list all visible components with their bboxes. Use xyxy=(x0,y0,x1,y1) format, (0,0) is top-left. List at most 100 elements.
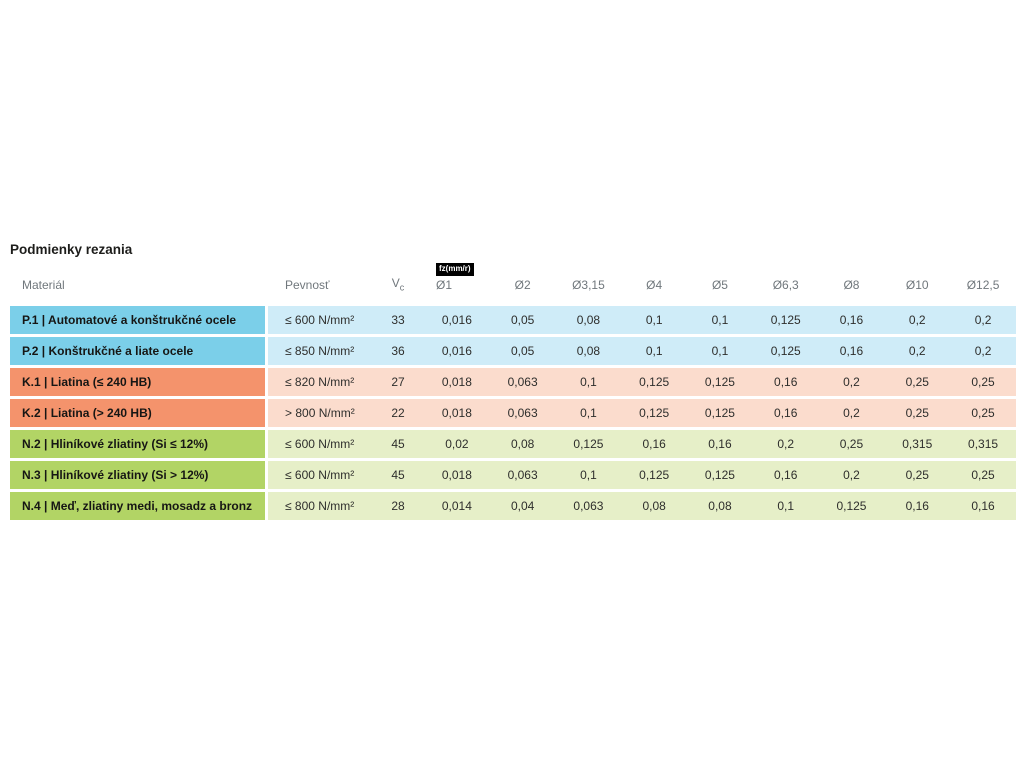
diameter-label: Ø1 xyxy=(436,278,453,292)
feed-cell: 0,063 xyxy=(555,492,622,520)
column-header-diameter-8: Ø10 xyxy=(905,278,929,292)
feed-cell: 0,05 xyxy=(489,337,556,365)
feed-cell: 0,125 xyxy=(687,368,753,396)
vc-subscript: c xyxy=(399,282,405,292)
feed-cell: 0,25 xyxy=(950,399,1016,427)
column-header-diameter-9: Ø12,5 xyxy=(966,278,1000,292)
feed-cell: 0,08 xyxy=(489,430,556,458)
feed-cell: 0,315 xyxy=(884,430,951,458)
feed-cell: 0,125 xyxy=(621,399,688,427)
feed-cell: 0,2 xyxy=(950,337,1016,365)
column-header-diameter-7: Ø8 xyxy=(843,278,860,292)
feed-cell: 0,1 xyxy=(687,337,753,365)
feed-cell: 0,2 xyxy=(752,430,819,458)
strength-cell: ≤ 600 N/mm² xyxy=(268,430,372,458)
feed-cell: 0,014 xyxy=(424,492,490,520)
feed-cell: 0,16 xyxy=(752,461,819,489)
table-row: N.3 | Hliníkové zliatiny (Si > 12%) ≤ 60… xyxy=(10,461,1016,489)
column-header-diameter-6: Ø6,3 xyxy=(772,278,799,292)
table-row: N.4 | Meď, zliatiny medi, mosadz a bronz… xyxy=(10,492,1016,520)
strength-cell: ≤ 600 N/mm² xyxy=(268,461,372,489)
strength-cell: ≤ 800 N/mm² xyxy=(268,492,372,520)
feed-cell: 0,125 xyxy=(687,399,753,427)
feed-cell: 0,1 xyxy=(555,461,622,489)
feed-cell: 0,16 xyxy=(687,430,753,458)
vc-cell: 22 xyxy=(372,399,424,427)
feed-cell: 0,1 xyxy=(621,306,688,334)
feed-cell: 0,063 xyxy=(489,399,556,427)
vc-cell: 28 xyxy=(372,492,424,520)
vc-cell: 36 xyxy=(372,337,424,365)
cutting-conditions-table: Materiál Pevnosť Vc fz(mm/r) Ø1 Ø2 Ø3,15… xyxy=(10,258,1016,523)
feed-cell: 0,2 xyxy=(818,399,885,427)
feed-cell: 0,2 xyxy=(818,368,885,396)
material-cell: P.2 | Konštrukčné a liate ocele xyxy=(10,337,268,365)
feed-cell: 0,16 xyxy=(752,399,819,427)
feed-cell: 0,16 xyxy=(752,368,819,396)
feed-cell: 0,25 xyxy=(950,368,1016,396)
material-cell: N.2 | Hliníkové zliatiny (Si ≤ 12%) xyxy=(10,430,268,458)
feed-cell: 0,16 xyxy=(884,492,951,520)
vc-symbol: V xyxy=(391,275,400,290)
feed-cell: 0,08 xyxy=(555,306,622,334)
table-row: P.1 | Automatové a konštrukčné ocele ≤ 6… xyxy=(10,306,1016,334)
table-row: K.2 | Liatina (> 240 HB) > 800 N/mm² 22 … xyxy=(10,399,1016,427)
feed-cell: 0,16 xyxy=(818,337,885,365)
feed-cell: 0,1 xyxy=(687,306,753,334)
feed-cell: 0,125 xyxy=(621,368,688,396)
vc-cell: 45 xyxy=(372,430,424,458)
feed-cell: 0,125 xyxy=(752,337,819,365)
material-cell: N.4 | Meď, zliatiny medi, mosadz a bronz xyxy=(10,492,268,520)
feed-cell: 0,02 xyxy=(424,430,490,458)
header-row: Materiál Pevnosť Vc fz(mm/r) Ø1 Ø2 Ø3,15… xyxy=(10,261,1016,303)
feed-cell: 0,1 xyxy=(621,337,688,365)
feed-cell: 0,25 xyxy=(884,461,951,489)
feed-cell: 0,315 xyxy=(950,430,1016,458)
feed-cell: 0,2 xyxy=(884,306,951,334)
feed-cell: 0,08 xyxy=(621,492,688,520)
feed-cell: 0,018 xyxy=(424,461,490,489)
strength-cell: ≤ 600 N/mm² xyxy=(268,306,372,334)
feed-cell: 0,16 xyxy=(621,430,688,458)
feed-unit-badge: fz(mm/r) xyxy=(436,263,474,276)
strength-cell: > 800 N/mm² xyxy=(268,399,372,427)
feed-cell: 0,2 xyxy=(818,461,885,489)
material-cell: P.1 | Automatové a konštrukčné ocele xyxy=(10,306,268,334)
vc-cell: 45 xyxy=(372,461,424,489)
feed-cell: 0,125 xyxy=(621,461,688,489)
feed-cell: 0,016 xyxy=(424,337,490,365)
feed-cell: 0,1 xyxy=(555,368,622,396)
column-header-diameter-5: Ø5 xyxy=(711,278,728,292)
column-header-diameter-2: Ø2 xyxy=(514,278,531,292)
feed-cell: 0,25 xyxy=(884,399,951,427)
feed-cell: 0,063 xyxy=(489,368,556,396)
material-cell: K.2 | Liatina (> 240 HB) xyxy=(10,399,268,427)
feed-cell: 0,018 xyxy=(424,368,490,396)
feed-cell: 0,1 xyxy=(555,399,622,427)
feed-cell: 0,16 xyxy=(818,306,885,334)
feed-cell: 0,16 xyxy=(950,492,1016,520)
feed-cell: 0,1 xyxy=(752,492,819,520)
table-row: P.2 | Konštrukčné a liate ocele ≤ 850 N/… xyxy=(10,337,1016,365)
strength-cell: ≤ 850 N/mm² xyxy=(268,337,372,365)
feed-cell: 0,125 xyxy=(818,492,885,520)
feed-cell: 0,05 xyxy=(489,306,556,334)
feed-cell: 0,2 xyxy=(950,306,1016,334)
table-row: N.2 | Hliníkové zliatiny (Si ≤ 12%) ≤ 60… xyxy=(10,430,1016,458)
material-cell: N.3 | Hliníkové zliatiny (Si > 12%) xyxy=(10,461,268,489)
feed-cell: 0,25 xyxy=(818,430,885,458)
vc-cell: 33 xyxy=(372,306,424,334)
table-row: K.1 | Liatina (≤ 240 HB) ≤ 820 N/mm² 27 … xyxy=(10,368,1016,396)
column-header-vc: Vc xyxy=(372,261,424,303)
cutting-conditions-section: Podmienky rezania Materiál Pevnosť Vc fz… xyxy=(10,241,1016,523)
strength-cell: ≤ 820 N/mm² xyxy=(268,368,372,396)
feed-cell: 0,08 xyxy=(687,492,753,520)
column-header-diameter-1: fz(mm/r) Ø1 xyxy=(424,261,490,303)
material-cell: K.1 | Liatina (≤ 240 HB) xyxy=(10,368,268,396)
feed-cell: 0,125 xyxy=(752,306,819,334)
feed-cell: 0,018 xyxy=(424,399,490,427)
feed-cell: 0,08 xyxy=(555,337,622,365)
column-header-diameter-4: Ø4 xyxy=(646,278,663,292)
feed-cell: 0,2 xyxy=(884,337,951,365)
